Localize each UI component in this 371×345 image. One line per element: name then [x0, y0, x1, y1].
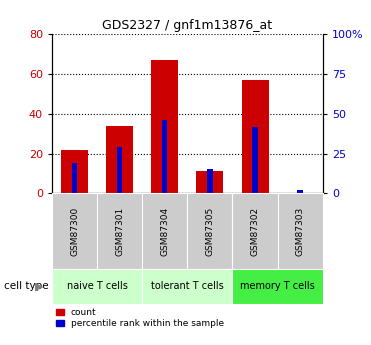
Text: tolerant T cells: tolerant T cells — [151, 282, 224, 291]
Bar — [298, 190, 303, 193]
Text: GSM87305: GSM87305 — [206, 207, 214, 256]
Bar — [61, 149, 88, 193]
Bar — [242, 80, 269, 193]
Text: GSM87300: GSM87300 — [70, 207, 79, 256]
Bar — [72, 163, 77, 193]
Legend: count, percentile rank within the sample: count, percentile rank within the sample — [56, 308, 224, 328]
Bar — [187, 193, 233, 269]
Bar — [97, 193, 142, 269]
Bar — [52, 269, 142, 304]
Text: GSM87304: GSM87304 — [160, 207, 169, 256]
Bar — [233, 269, 323, 304]
Bar — [196, 171, 223, 193]
Text: GSM87302: GSM87302 — [250, 207, 260, 256]
Text: GSM87301: GSM87301 — [115, 207, 124, 256]
Text: naive T cells: naive T cells — [67, 282, 128, 291]
Bar — [252, 127, 258, 193]
Text: ▶: ▶ — [35, 282, 44, 291]
Bar — [142, 269, 233, 304]
Bar — [278, 193, 323, 269]
Bar — [106, 126, 133, 193]
Text: cell type: cell type — [4, 282, 48, 291]
Bar — [117, 147, 122, 193]
Title: GDS2327 / gnf1m13876_at: GDS2327 / gnf1m13876_at — [102, 19, 272, 32]
Bar — [207, 169, 213, 193]
Bar — [52, 193, 97, 269]
Bar — [151, 60, 178, 193]
Bar — [142, 193, 187, 269]
Bar — [162, 120, 167, 193]
Bar — [233, 193, 278, 269]
Text: memory T cells: memory T cells — [240, 282, 315, 291]
Text: GSM87303: GSM87303 — [296, 207, 305, 256]
